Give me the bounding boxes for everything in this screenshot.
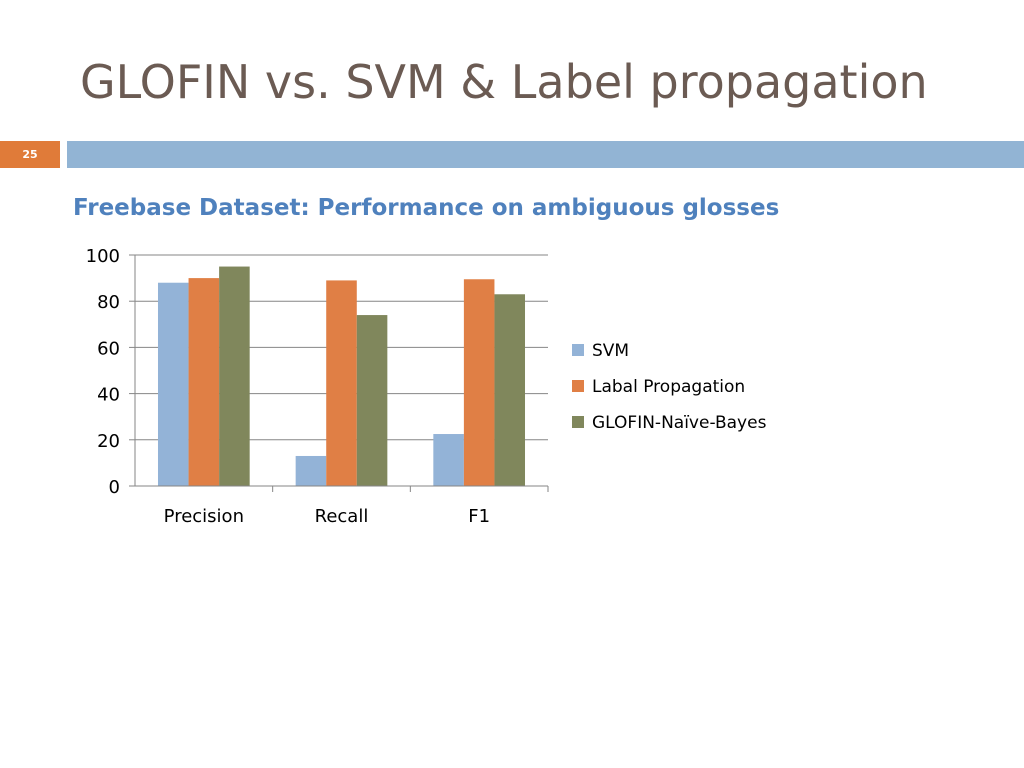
x-tick-label: Recall	[315, 506, 369, 527]
bar-labal-propagation-precision	[188, 278, 220, 486]
y-tick-label: 20	[97, 431, 120, 452]
bar-labal-propagation-recall	[326, 280, 357, 486]
bar-glofin-na-ve-bayes-precision	[219, 266, 250, 486]
chart-title: Freebase Dataset: Performance on ambiguo…	[73, 195, 780, 221]
y-tick-label: 60	[97, 338, 120, 359]
legend-label: SVM	[592, 341, 629, 361]
legend-swatch	[572, 416, 584, 428]
legend-label: Labal Propagation	[592, 377, 745, 397]
legend-label: GLOFIN-Naïve-Bayes	[592, 413, 767, 433]
legend-swatch	[572, 380, 584, 392]
tick-labels: 0 20 40 60 80 100 Precision Recall F1	[86, 246, 490, 527]
bar-labal-propagation-f1	[463, 279, 495, 486]
y-tick-label: 80	[97, 292, 120, 313]
legend: SVM Labal Propagation GLOFIN-Naïve-Bayes	[572, 341, 767, 433]
bar-svm-recall	[295, 455, 327, 486]
bar-glofin-na-ve-bayes-f1	[494, 294, 526, 486]
bar-svm-f1	[433, 434, 464, 486]
legend-swatch	[572, 344, 584, 356]
slide-title: GLOFIN vs. SVM & Label propagation	[80, 55, 928, 109]
y-tick-label: 40	[97, 385, 120, 406]
header-bar	[67, 141, 1024, 168]
bars	[157, 266, 526, 486]
bar-svm-precision	[157, 282, 189, 486]
y-tick-label: 0	[109, 477, 120, 498]
slide-number: 25	[22, 148, 38, 161]
x-tick-label: F1	[468, 506, 490, 527]
x-tick-label: Precision	[164, 506, 244, 527]
slide-number-box	[0, 141, 60, 168]
y-tick-label: 100	[86, 246, 120, 267]
bar-glofin-na-ve-bayes-recall	[356, 315, 388, 486]
axes	[129, 254, 549, 492]
